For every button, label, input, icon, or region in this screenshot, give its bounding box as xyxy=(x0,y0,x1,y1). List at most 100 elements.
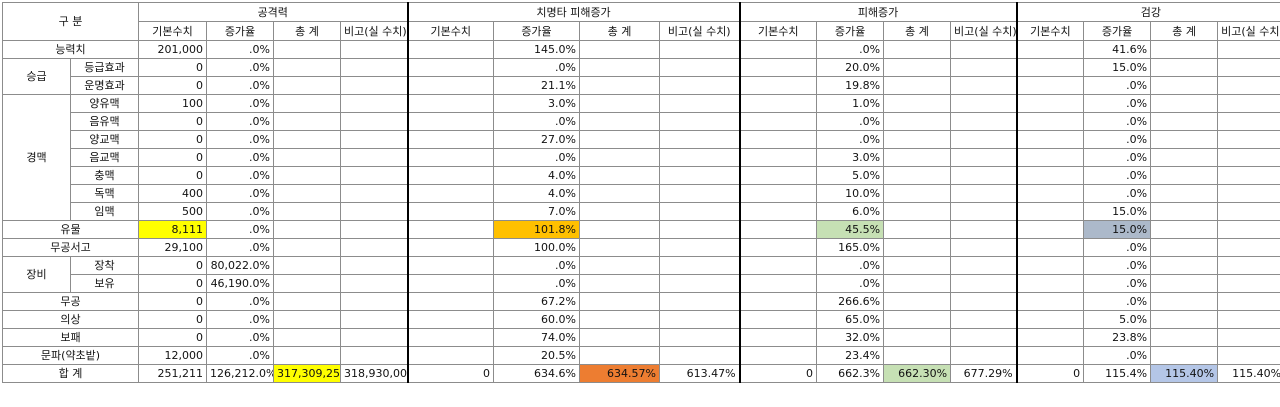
value-cell: 317,309,259 xyxy=(274,365,341,383)
value-cell: .0% xyxy=(207,185,274,203)
value-cell: 0 xyxy=(740,365,817,383)
value-cell: 21.1% xyxy=(494,77,580,95)
value-cell: .0% xyxy=(494,113,580,131)
value-cell xyxy=(660,239,740,257)
value-cell xyxy=(341,149,408,167)
value-cell xyxy=(884,185,951,203)
header-column: 증가율 xyxy=(494,22,580,41)
value-cell: .0% xyxy=(207,41,274,59)
value-cell: 5.0% xyxy=(1084,311,1151,329)
value-cell xyxy=(1218,131,1280,149)
value-cell: 0 xyxy=(139,257,207,275)
value-cell xyxy=(341,167,408,185)
value-cell: .0% xyxy=(1084,275,1151,293)
value-cell: 0 xyxy=(139,77,207,95)
value-cell xyxy=(740,95,817,113)
value-cell: .0% xyxy=(494,59,580,77)
value-cell: 20.5% xyxy=(494,347,580,365)
value-cell: 6.0% xyxy=(817,203,884,221)
row-sub-label: 독맥 xyxy=(71,185,139,203)
header-column: 총 계 xyxy=(580,22,660,41)
value-cell xyxy=(1151,77,1218,95)
value-cell: 0 xyxy=(139,329,207,347)
value-cell: 101.8% xyxy=(494,221,580,239)
value-cell xyxy=(274,257,341,275)
value-cell xyxy=(884,293,951,311)
value-cell xyxy=(580,347,660,365)
value-cell: .0% xyxy=(207,131,274,149)
value-cell xyxy=(408,293,494,311)
value-cell xyxy=(884,347,951,365)
value-cell xyxy=(1218,347,1280,365)
value-cell: 145.0% xyxy=(494,41,580,59)
value-cell: 677.29% xyxy=(951,365,1017,383)
value-cell: 10.0% xyxy=(817,185,884,203)
value-cell xyxy=(580,41,660,59)
value-cell xyxy=(884,203,951,221)
value-cell xyxy=(580,149,660,167)
value-cell xyxy=(1017,347,1084,365)
value-cell xyxy=(341,311,408,329)
value-cell xyxy=(274,239,341,257)
value-cell: .0% xyxy=(817,131,884,149)
value-cell xyxy=(951,113,1017,131)
value-cell: .0% xyxy=(817,275,884,293)
value-cell xyxy=(1017,59,1084,77)
value-cell xyxy=(341,95,408,113)
value-cell: .0% xyxy=(1084,77,1151,95)
value-cell xyxy=(660,347,740,365)
value-cell: 15.0% xyxy=(1084,221,1151,239)
value-cell xyxy=(1218,293,1280,311)
value-cell xyxy=(408,275,494,293)
value-cell: .0% xyxy=(1084,149,1151,167)
value-cell: 41.6% xyxy=(1084,41,1151,59)
value-cell xyxy=(274,293,341,311)
value-cell: 15.0% xyxy=(1084,59,1151,77)
value-cell xyxy=(660,257,740,275)
value-cell: 0 xyxy=(139,131,207,149)
value-cell xyxy=(884,149,951,167)
value-cell xyxy=(740,185,817,203)
value-cell xyxy=(1151,41,1218,59)
value-cell: 3.0% xyxy=(494,95,580,113)
header-column: 비고(실 수치) xyxy=(660,22,740,41)
value-cell xyxy=(740,167,817,185)
value-cell xyxy=(660,131,740,149)
value-cell xyxy=(408,77,494,95)
value-cell xyxy=(884,167,951,185)
value-cell xyxy=(1151,131,1218,149)
value-cell xyxy=(951,185,1017,203)
row-label: 보패 xyxy=(3,329,139,347)
value-cell xyxy=(884,113,951,131)
value-cell xyxy=(274,275,341,293)
value-cell xyxy=(580,221,660,239)
value-cell xyxy=(1017,41,1084,59)
value-cell xyxy=(274,113,341,131)
value-cell xyxy=(951,131,1017,149)
value-cell: 74.0% xyxy=(494,329,580,347)
header-column: 증가율 xyxy=(817,22,884,41)
value-cell: 67.2% xyxy=(494,293,580,311)
value-cell xyxy=(580,257,660,275)
value-cell xyxy=(408,203,494,221)
value-cell xyxy=(1151,239,1218,257)
value-cell: 45.5% xyxy=(817,221,884,239)
row-sub-label: 충맥 xyxy=(71,167,139,185)
value-cell xyxy=(884,77,951,95)
value-cell xyxy=(1218,113,1280,131)
value-cell xyxy=(740,275,817,293)
value-cell xyxy=(1218,203,1280,221)
value-cell xyxy=(951,293,1017,311)
value-cell: 4.0% xyxy=(494,167,580,185)
header-column: 기본수치 xyxy=(740,22,817,41)
value-cell xyxy=(341,185,408,203)
header-column: 총 계 xyxy=(274,22,341,41)
